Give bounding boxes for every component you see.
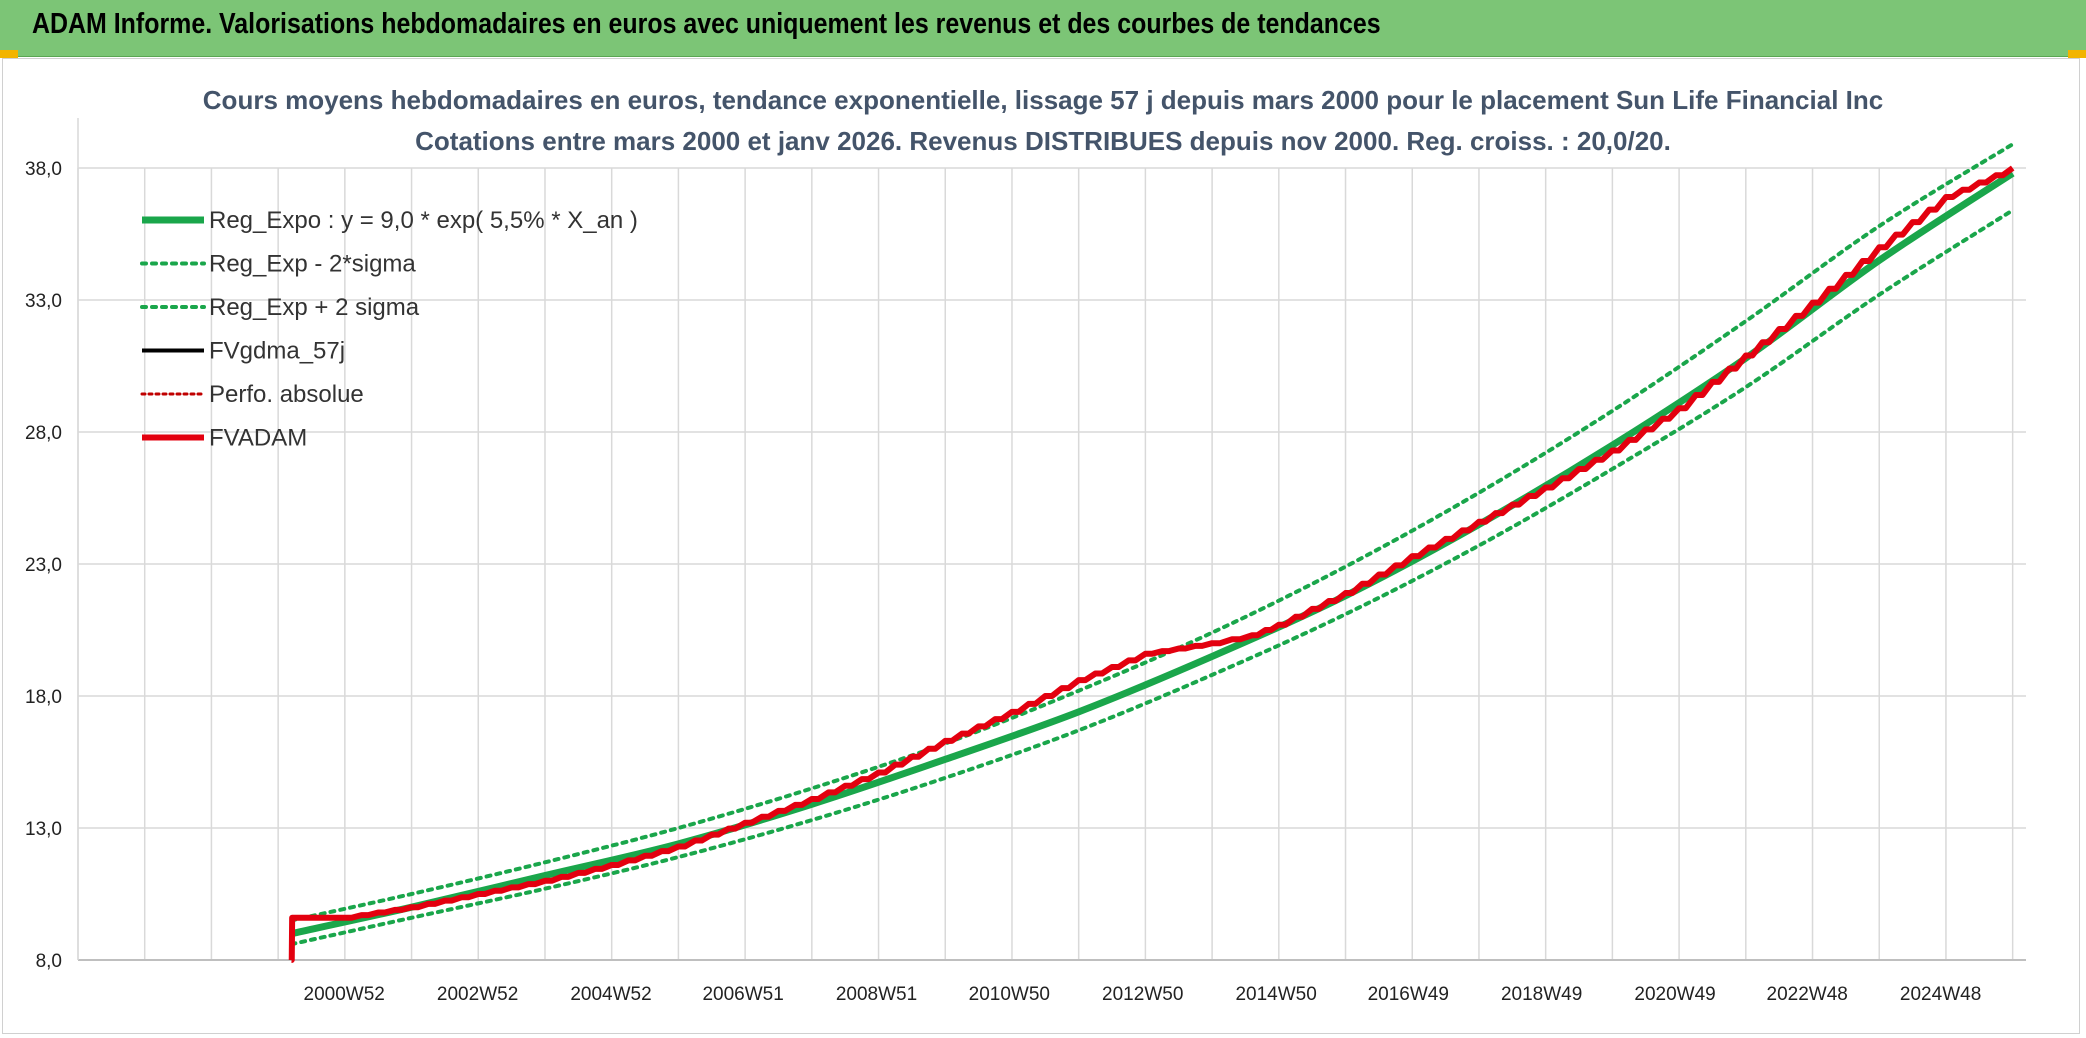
- y-tick-label: 33,0: [25, 291, 62, 312]
- legend-entry: Reg_Exp - 2*sigma: [209, 251, 416, 278]
- x-tick-label: 2020W49: [1634, 984, 1715, 1005]
- chart-legend: Reg_Expo : y = 9,0 * exp( 5,5% * X_an ) R…: [140, 207, 638, 452]
- chart-series: [288, 142, 2015, 963]
- x-tick-label: 2024W48: [1900, 984, 1981, 1005]
- legend-entry: Reg_Expo : y = 9,0 * exp( 5,5% * X_an ): [209, 207, 638, 234]
- x-axis-ticks: 2000W52 2002W52 2004W52 2006W51 2008W51 2010W…: [304, 984, 1982, 1005]
- y-tick-label: 18,0: [25, 687, 62, 708]
- y-tick-label: 13,0: [25, 819, 62, 840]
- chart-grid: [77, 118, 2026, 961]
- x-tick-label: 2016W49: [1368, 984, 1449, 1005]
- y-tick-label: 8,0: [36, 951, 62, 972]
- series-line-4: [288, 165, 2015, 963]
- x-tick-label: 2014W50: [1235, 984, 1316, 1005]
- x-tick-label: 2018W49: [1501, 984, 1582, 1005]
- chart-title-line-1: Cours moyens hebdomadaires en euros, ten…: [203, 85, 1883, 115]
- x-tick-label: 2010W50: [969, 984, 1050, 1005]
- series-line-3: [289, 142, 2015, 923]
- chart-title-line-2: Cotations entre mars 2000 et janv 2026. …: [415, 126, 1671, 156]
- x-tick-label: 2008W51: [836, 984, 917, 1005]
- chart-frame: [2, 58, 2080, 1034]
- x-tick-label: 2022W48: [1767, 984, 1848, 1005]
- legend-entry: FVADAM: [209, 425, 307, 452]
- corner-marker: [2068, 50, 2086, 58]
- legend-entry: FVgdma_57j: [209, 338, 345, 365]
- legend-entry: Reg_Exp + 2 sigma: [209, 294, 420, 321]
- y-axis-ticks: 8,0 13,0 18,0 23,0 28,0 33,0 38,0: [25, 159, 62, 972]
- y-tick-label: 28,0: [25, 423, 62, 444]
- series-line-2: [289, 208, 2015, 947]
- x-tick-label: 2000W52: [304, 984, 385, 1005]
- series-line-1: [290, 170, 2015, 938]
- corner-marker: [0, 50, 18, 58]
- x-tick-label: 2004W52: [570, 984, 651, 1005]
- x-tick-label: 2012W50: [1102, 984, 1183, 1005]
- legend-entry: Perfo. absolue: [209, 381, 364, 408]
- x-tick-label: 2006W51: [702, 984, 783, 1005]
- y-tick-label: 23,0: [25, 555, 62, 576]
- y-tick-label: 38,0: [25, 159, 62, 180]
- report-banner: ADAM Informe. Valorisations hebdomadaire…: [0, 0, 2086, 57]
- x-tick-label: 2002W52: [437, 984, 518, 1005]
- report-title: ADAM Informe. Valorisations hebdomadaire…: [32, 8, 1381, 40]
